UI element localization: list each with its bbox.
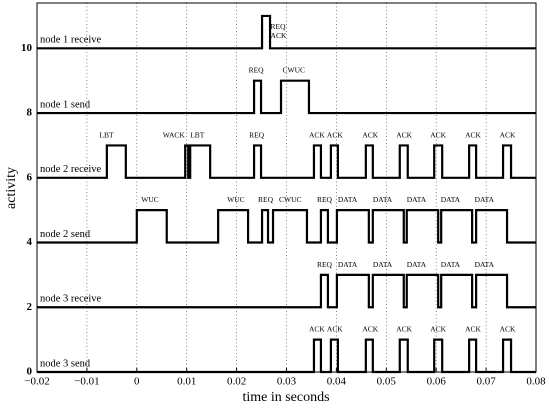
annotation: REQ: [249, 130, 265, 139]
x-tick-label: −0.02: [24, 376, 49, 388]
annotation: DATA: [475, 260, 495, 269]
series-line: [37, 273, 536, 309]
x-tick-label: 0.02: [227, 376, 246, 388]
annotation: ACK: [396, 325, 412, 334]
annotation: ACK: [309, 325, 325, 334]
annotation: DATA: [407, 260, 427, 269]
y-tick-label: 8: [27, 107, 33, 119]
annotation: REQ: [249, 66, 265, 75]
annotation: ACK: [396, 130, 412, 139]
series-line: [37, 14, 536, 50]
annotation: LBT: [99, 130, 114, 139]
annotation: WUC: [227, 195, 245, 204]
y-tick-label: 6: [27, 171, 33, 183]
annotation: LBT: [190, 130, 205, 139]
x-tick-label: 0.05: [377, 376, 397, 388]
annotation: DATA: [373, 260, 393, 269]
annotation: DATA: [441, 195, 461, 204]
y-tick-label: 2: [27, 301, 33, 313]
annotation: DATA: [441, 260, 461, 269]
annotation: DATA: [373, 195, 393, 204]
annotation: ACK: [362, 325, 378, 334]
annotation: DATA: [475, 195, 495, 204]
series-label: node 2 receive: [40, 164, 102, 175]
x-tick-label: 0.08: [526, 376, 546, 388]
series-label: node 1 send: [40, 99, 91, 110]
annotation: REQ: [271, 22, 287, 31]
annotation: ACK: [271, 31, 287, 40]
series-label: node 1 receive: [40, 35, 102, 46]
annotation: ACK: [430, 325, 446, 334]
y-tick-label: 10: [21, 42, 33, 54]
annotation: ACK: [327, 325, 343, 334]
annotation: DATA: [407, 195, 427, 204]
series-label: node 3 receive: [40, 294, 102, 305]
annotation: ACK: [430, 130, 446, 139]
y-axis-label: activity: [4, 167, 19, 209]
plot-frame: [36, 2, 537, 373]
y-tick-label: 0: [27, 366, 33, 378]
series-label: node 2 send: [40, 229, 91, 240]
x-tick-label: 0.07: [476, 376, 496, 388]
annotation: ACK: [309, 130, 325, 139]
annotation: WUC: [141, 195, 159, 204]
annotation: DATA: [338, 260, 358, 269]
annotation: REQ: [317, 260, 333, 269]
x-tick-label: 0.03: [277, 376, 297, 388]
annotation: ACK: [327, 130, 343, 139]
annotation: REQ: [317, 195, 333, 204]
x-axis-label: time in seconds: [242, 390, 329, 405]
y-tick-label: 4: [27, 236, 33, 248]
annotation: ACK: [465, 325, 481, 334]
series-label: node 3 send: [40, 358, 91, 369]
series-line: [37, 79, 536, 115]
annotation: ACK: [500, 130, 516, 139]
x-tick-label: 0.01: [177, 376, 196, 388]
annotation: ACK: [500, 325, 516, 334]
annotation: ACK: [465, 130, 481, 139]
annotation: WACK: [163, 130, 186, 139]
annotation: CWUC: [283, 66, 306, 75]
series-line: [37, 144, 536, 179]
x-tick-label: 0: [134, 376, 140, 388]
x-tick-label: 0.04: [327, 376, 347, 388]
annotation: CWUC: [279, 195, 302, 204]
series-line: [37, 209, 536, 244]
annotation: REQ: [258, 195, 274, 204]
annotation: ACK: [362, 130, 378, 139]
x-tick-label: −0.01: [74, 376, 99, 388]
annotation: DATA: [338, 195, 358, 204]
x-tick-label: 0.06: [427, 376, 447, 388]
